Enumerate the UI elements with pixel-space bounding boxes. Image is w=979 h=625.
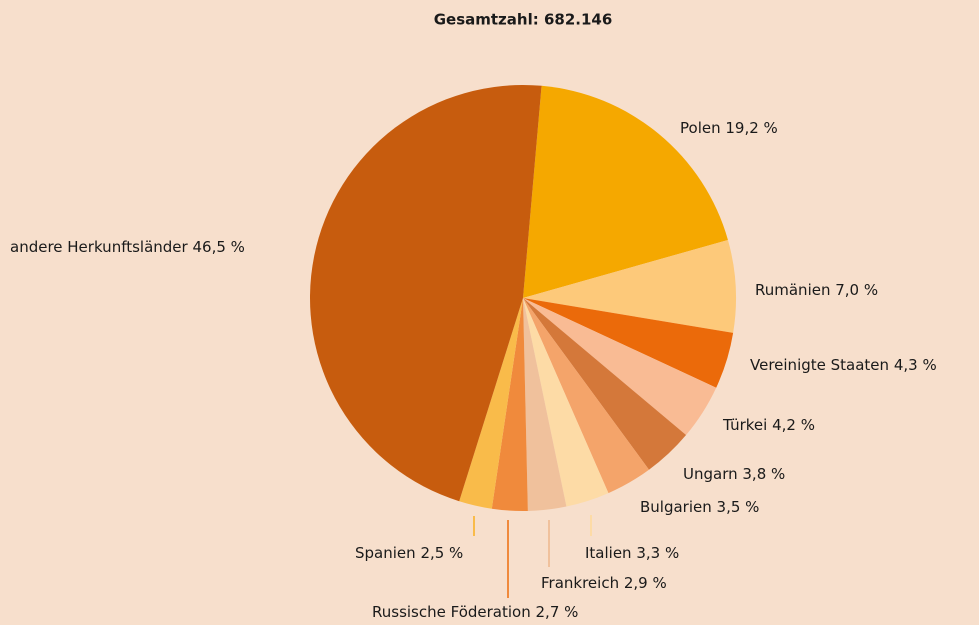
slice-label: Türkei 4,2 %	[722, 416, 815, 434]
slice-value: 3,8 %	[742, 465, 785, 483]
pie-slice	[523, 298, 687, 470]
slice-name: Polen	[680, 119, 721, 137]
slice-value: 2,7 %	[536, 603, 579, 621]
slice-label: Ungarn 3,8 %	[683, 465, 785, 483]
pie-slice	[310, 85, 542, 502]
slice-name: Ungarn	[683, 465, 738, 483]
slice-name: Bulgarien	[640, 498, 712, 516]
slice-value: 3,3 %	[636, 544, 679, 562]
slice-value: 2,5 %	[420, 544, 463, 562]
slice-value: 46,5 %	[192, 238, 244, 256]
slice-label: Italien 3,3 %	[585, 544, 679, 562]
slice-label: andere Herkunftsländer 46,5 %	[10, 238, 245, 256]
slice-name: Frankreich	[541, 574, 619, 592]
pie-slice	[523, 298, 734, 388]
pie-slice	[459, 298, 523, 509]
slice-value: 3,5 %	[717, 498, 760, 516]
pie-slice	[491, 298, 528, 512]
slice-name: Türkei	[722, 416, 767, 434]
pie-slice	[523, 298, 609, 507]
slice-label: Vereinigte Staaten 4,3 %	[750, 356, 937, 374]
slice-label: Rumänien 7,0 %	[755, 281, 878, 299]
slice-name: Russische Föderation	[372, 603, 531, 621]
slice-value: 7,0 %	[835, 281, 878, 299]
slice-name: Vereinigte Staaten	[750, 356, 889, 374]
pie-slice	[523, 298, 649, 494]
slice-label: Frankreich 2,9 %	[541, 574, 667, 592]
pie-slice	[523, 298, 717, 436]
slice-name: Italien	[585, 544, 632, 562]
slice-label: Russische Föderation 2,7 %	[372, 603, 578, 621]
slice-name: andere Herkunftsländer	[10, 238, 189, 256]
pie-slice	[523, 298, 567, 511]
slice-label: Polen 19,2 %	[680, 119, 778, 137]
slice-value: 4,3 %	[894, 356, 937, 374]
slice-value: 4,2 %	[772, 416, 815, 434]
slice-value: 2,9 %	[624, 574, 667, 592]
slice-name: Rumänien	[755, 281, 830, 299]
slice-label: Bulgarien 3,5 %	[640, 498, 759, 516]
chart-title: Gesamtzahl: 682.146	[434, 11, 613, 29]
pie-slice	[523, 239, 736, 333]
slice-value: 19,2 %	[725, 119, 777, 137]
pie-slice	[523, 85, 728, 298]
slice-label: Spanien 2,5 %	[355, 544, 463, 562]
slice-name: Spanien	[355, 544, 416, 562]
